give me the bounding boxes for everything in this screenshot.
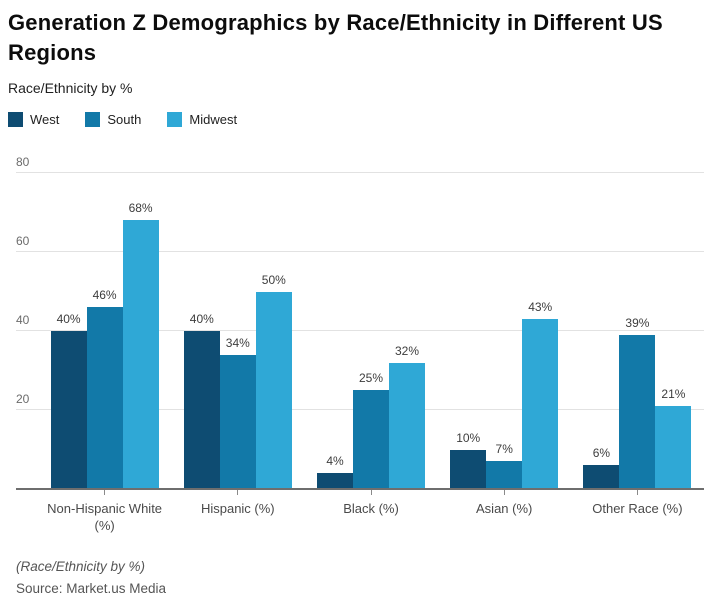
y-tick-label-40: 40 bbox=[16, 313, 30, 327]
bar-value-label: 40% bbox=[189, 312, 214, 326]
legend-swatch-west bbox=[8, 112, 23, 127]
bar-value-label: 6% bbox=[592, 446, 611, 461]
bar-value-label: 40% bbox=[56, 312, 81, 326]
legend-swatch-midwest bbox=[167, 112, 183, 127]
bar-west[interactable]: 40% bbox=[50, 312, 87, 489]
bar-midwest[interactable]: 21% bbox=[655, 387, 692, 489]
bar-west[interactable]: 10% bbox=[450, 431, 487, 489]
x-axis-category-label: Asian (%) bbox=[476, 501, 533, 516]
x-axis-category: Hispanic (%) bbox=[171, 489, 304, 534]
legend-item-south[interactable]: South bbox=[85, 112, 141, 127]
x-axis-tick bbox=[237, 490, 239, 495]
legend-label: West bbox=[30, 112, 60, 127]
y-tick-label-80: 80 bbox=[16, 155, 30, 169]
bar-south[interactable]: 7% bbox=[486, 442, 523, 489]
legend-label: South bbox=[107, 112, 142, 127]
bar-midwest[interactable]: 32% bbox=[389, 344, 425, 489]
plot-area: 20 40 60 80 40% 46% 68% 40% 34% 50% 4% 25% 32% 10% 7%… bbox=[16, 149, 704, 490]
legend: West South Midwest bbox=[8, 112, 712, 127]
x-axis-category: Non-Hispanic White (%) bbox=[38, 489, 171, 534]
bar-west[interactable]: 40% bbox=[183, 312, 220, 489]
x-axis-tick bbox=[104, 490, 106, 495]
bar-south[interactable]: 46% bbox=[86, 288, 123, 489]
bar-midwest[interactable]: 50% bbox=[255, 273, 292, 489]
legend-label: Midwest bbox=[189, 112, 238, 127]
bar-west[interactable]: 4% bbox=[317, 454, 353, 489]
bar-value-label: 10% bbox=[456, 430, 481, 445]
x-axis-category: Asian (%) bbox=[438, 489, 571, 534]
bars: 40% 46% 68% 40% 34% 50% 4% 25% 32% 10% 7% 43% 6% 39% 2… bbox=[38, 149, 704, 489]
bar-value-label: 7% bbox=[495, 442, 513, 457]
bar-value-label: 34% bbox=[225, 335, 250, 350]
gridline-40 bbox=[16, 330, 704, 331]
x-axis-tick bbox=[370, 490, 372, 495]
bar-value-label: 25% bbox=[358, 371, 384, 386]
bar-group: 40% 34% 50% bbox=[171, 149, 304, 489]
bar-group: 10% 7% 43% bbox=[438, 149, 571, 489]
bar-south[interactable]: 25% bbox=[353, 371, 389, 489]
x-axis-category: Black (%) bbox=[304, 489, 437, 534]
bar-south[interactable]: 39% bbox=[619, 316, 656, 489]
legend-item-midwest[interactable]: Midwest bbox=[167, 112, 237, 127]
bar-value-label: 4% bbox=[326, 454, 344, 469]
chart-title: Generation Z Demographics by Race/Ethnic… bbox=[8, 10, 663, 65]
chart-footnote: (Race/Ethnicity by %) bbox=[16, 559, 146, 574]
gridline-60 bbox=[16, 251, 704, 252]
bar-group: 40% 46% 68% bbox=[38, 149, 171, 489]
bar-south[interactable]: 34% bbox=[219, 336, 256, 489]
bar-group: 6% 39% 21% bbox=[571, 149, 704, 489]
gridline-80 bbox=[16, 172, 704, 173]
bar-value-label: 50% bbox=[261, 272, 286, 287]
bar-value-label: 68% bbox=[128, 201, 153, 216]
x-axis-category: Other Race (%) bbox=[571, 489, 704, 534]
y-tick-label-60: 60 bbox=[16, 234, 30, 248]
bar-value-label: 21% bbox=[661, 387, 686, 402]
x-axis-labels: Non-Hispanic White (%) Hispanic (%) Black … bbox=[38, 489, 704, 534]
x-axis-tick bbox=[503, 490, 505, 495]
bar-midwest[interactable]: 68% bbox=[122, 201, 159, 489]
bar-group: 4% 25% 32% bbox=[304, 149, 437, 489]
bar-value-label: 43% bbox=[528, 300, 553, 315]
bar-value-label: 39% bbox=[625, 315, 650, 330]
x-axis-line bbox=[16, 488, 704, 490]
bar-west[interactable]: 6% bbox=[583, 446, 620, 489]
legend-item-west[interactable]: West bbox=[8, 112, 59, 127]
x-axis-category-label: Hispanic (%) bbox=[200, 501, 275, 516]
chart-subtitle: Race/Ethnicity by % bbox=[8, 80, 133, 96]
x-axis-category-label: Non-Hispanic White (%) bbox=[47, 501, 163, 533]
bar-value-label: 32% bbox=[394, 343, 420, 358]
chart-source: Source: Market.us Media bbox=[16, 581, 167, 596]
y-tick-label-20: 20 bbox=[16, 392, 30, 406]
x-axis-category-label: Black (%) bbox=[343, 501, 399, 516]
legend-swatch-south bbox=[85, 112, 101, 127]
x-axis-category-label: Other Race (%) bbox=[592, 501, 683, 516]
x-axis-tick bbox=[636, 490, 638, 495]
bar-midwest[interactable]: 43% bbox=[522, 300, 559, 489]
bar-value-label: 46% bbox=[92, 288, 117, 303]
